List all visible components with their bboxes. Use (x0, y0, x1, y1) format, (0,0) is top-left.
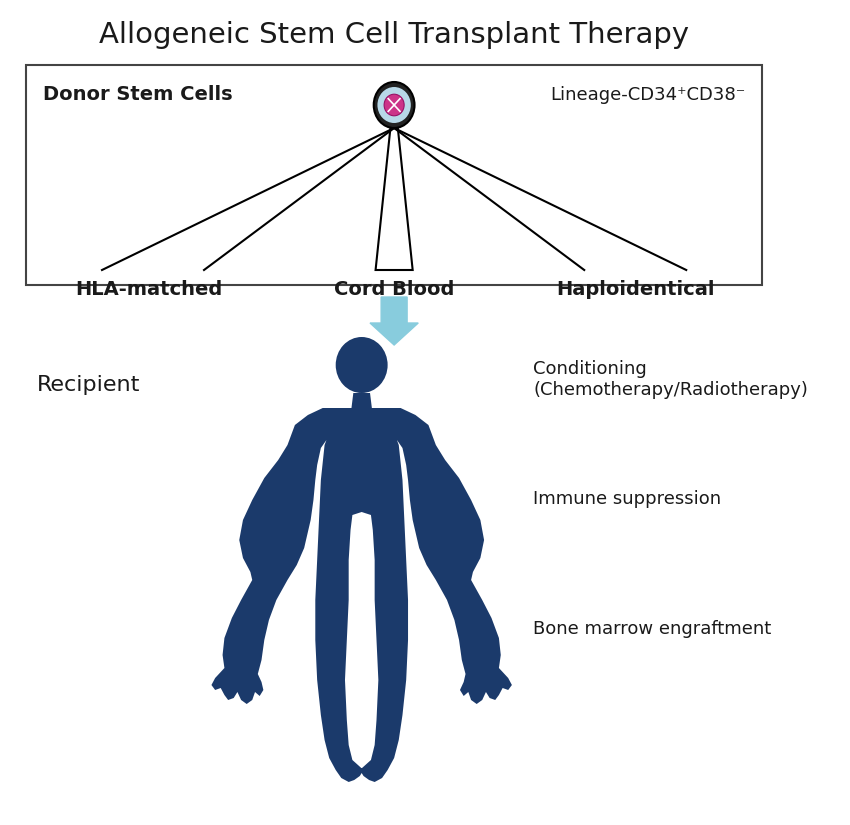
Text: Lineage-CD34⁺CD38⁻: Lineage-CD34⁺CD38⁻ (550, 86, 745, 104)
Text: Immune suppression: Immune suppression (533, 490, 722, 508)
Text: Cord Blood: Cord Blood (334, 280, 454, 299)
Ellipse shape (377, 87, 411, 123)
Ellipse shape (384, 94, 404, 116)
Polygon shape (351, 393, 371, 408)
Text: Bone marrow engraftment: Bone marrow engraftment (533, 620, 772, 638)
Text: Conditioning
(Chemotherapy/Radiotherapy): Conditioning (Chemotherapy/Radiotherapy) (533, 360, 808, 398)
Text: Donor Stem Cells: Donor Stem Cells (42, 86, 232, 105)
Bar (26, 65, 762, 285)
Text: HLA-matched: HLA-matched (75, 280, 222, 299)
Polygon shape (212, 408, 512, 782)
FancyArrow shape (370, 297, 418, 345)
Ellipse shape (374, 82, 415, 128)
Circle shape (336, 337, 388, 393)
Text: Allogeneic Stem Cell Transplant Therapy: Allogeneic Stem Cell Transplant Therapy (99, 21, 689, 49)
Text: Haploidentical: Haploidentical (556, 280, 715, 299)
Text: Recipient: Recipient (37, 375, 139, 395)
